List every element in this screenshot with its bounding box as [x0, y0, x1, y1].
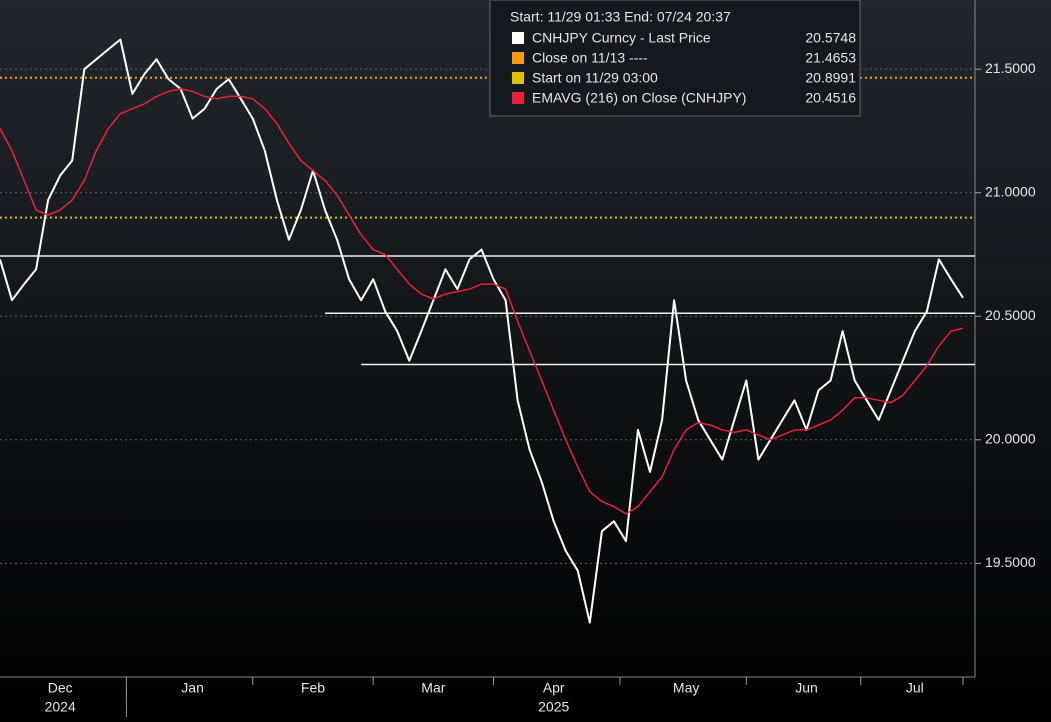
x-tick-label: Mar	[421, 680, 445, 696]
y-tick-label: 21.0000	[985, 183, 1036, 199]
x-tick-label: May	[673, 680, 699, 696]
x-tick-label: Jul	[906, 680, 924, 696]
legend-swatch	[512, 52, 524, 64]
legend: Start: 11/29 01:33 End: 07/24 20:37 CNHJ…	[489, 0, 861, 117]
series-line	[0, 38, 964, 624]
series-line	[0, 88, 964, 515]
x-tick-label: Dec	[48, 680, 73, 696]
legend-swatch	[512, 92, 524, 104]
legend-swatch	[512, 72, 524, 84]
y-tick-label: 21.5000	[985, 60, 1036, 76]
legend-header: Start: 11/29 01:33 End: 07/24 20:37	[510, 9, 731, 25]
legend-value: 20.8991	[805, 70, 856, 86]
legend-label: CNHJPY Curncy - Last Price	[532, 30, 711, 46]
x-year-label: 2024	[45, 699, 76, 715]
x-tick-label: Jun	[795, 680, 818, 696]
x-tick-label: Jan	[181, 680, 204, 696]
legend-swatch	[512, 32, 524, 44]
y-tick-label: 20.5000	[985, 307, 1036, 323]
y-tick-label: 19.5000	[985, 554, 1036, 570]
plot-area: 21.5000 21.0000 20.5000 20.0000 19.5000 Dec Ja…	[0, 0, 1036, 717]
legend-value: 21.4653	[805, 50, 856, 66]
x-year-label: 2025	[538, 699, 569, 715]
legend-box	[489, 0, 861, 117]
legend-label: EMAVG (216) on Close (CNHJPY)	[532, 90, 746, 106]
legend-value: 20.4516	[805, 90, 856, 106]
legend-label: Close on 11/13 ----	[532, 50, 648, 66]
y-tick-label: 20.0000	[985, 431, 1036, 447]
legend-value: 20.5748	[805, 30, 856, 46]
x-tick-label: Apr	[543, 680, 565, 696]
legend-label: Start on 11/29 03:00	[532, 70, 658, 86]
x-tick-label: Feb	[301, 680, 325, 696]
